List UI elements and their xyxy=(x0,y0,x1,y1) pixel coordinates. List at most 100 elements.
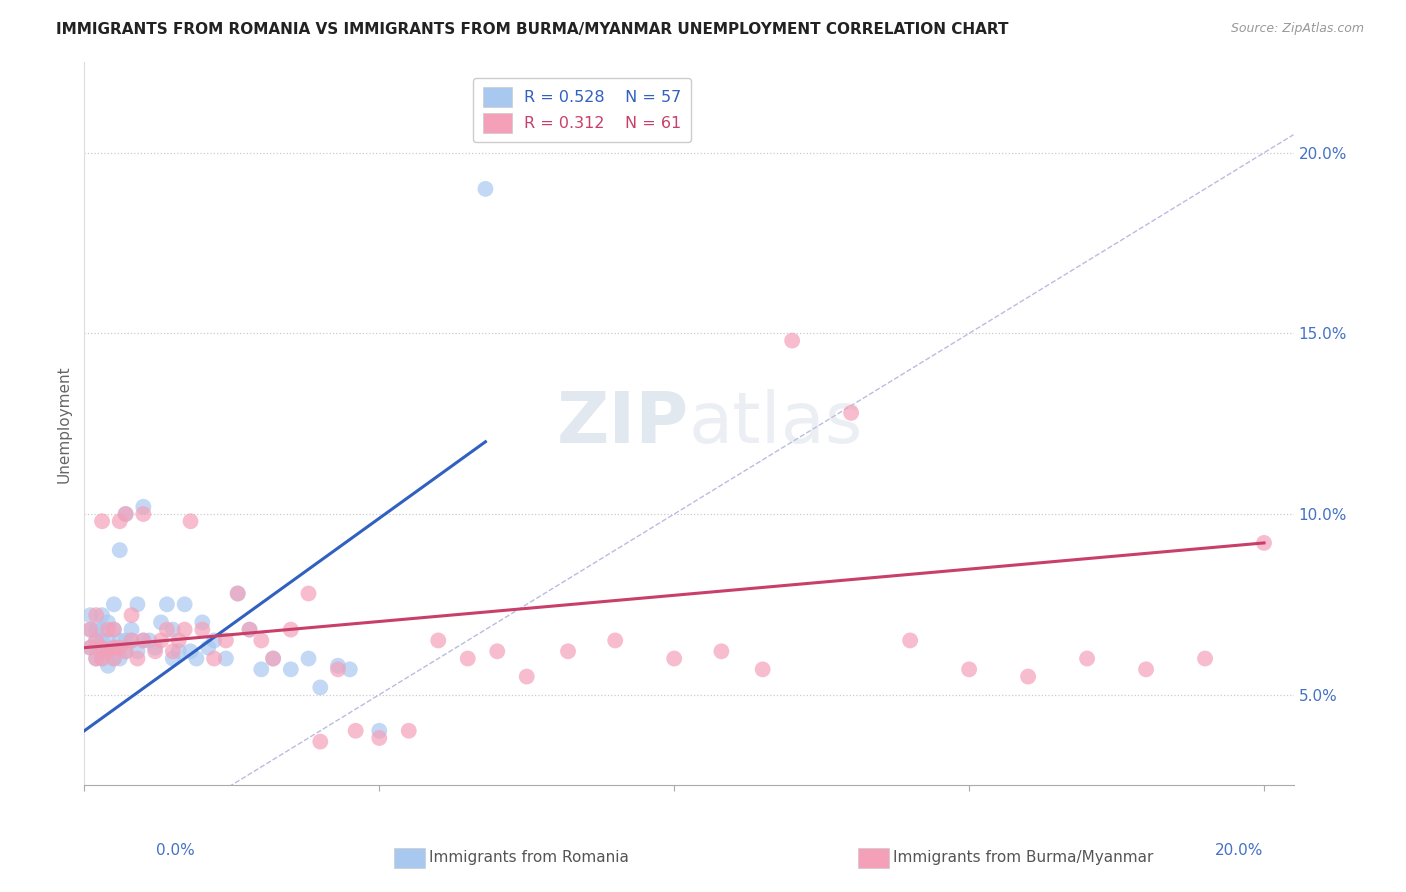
Point xyxy=(1135,662,1157,676)
Point xyxy=(202,633,225,648)
Point xyxy=(84,651,107,665)
Point xyxy=(143,644,166,658)
Point xyxy=(167,644,190,658)
Point xyxy=(114,507,136,521)
Point xyxy=(309,734,332,748)
Point xyxy=(339,662,361,676)
Point xyxy=(84,633,107,648)
Point xyxy=(1253,536,1275,550)
Point xyxy=(79,623,101,637)
Point xyxy=(1194,651,1216,665)
Point xyxy=(427,633,450,648)
Point xyxy=(79,608,101,623)
Point xyxy=(180,514,202,528)
Point xyxy=(474,182,496,196)
Point xyxy=(1076,651,1098,665)
Point xyxy=(957,662,980,676)
Point xyxy=(226,586,249,600)
Text: Source: ZipAtlas.com: Source: ZipAtlas.com xyxy=(1230,22,1364,36)
Text: IMMIGRANTS FROM ROMANIA VS IMMIGRANTS FROM BURMA/MYANMAR UNEMPLOYMENT CORRELATIO: IMMIGRANTS FROM ROMANIA VS IMMIGRANTS FR… xyxy=(56,22,1008,37)
Y-axis label: Unemployment: Unemployment xyxy=(56,365,72,483)
Point xyxy=(97,658,120,673)
Point xyxy=(91,633,114,648)
Point xyxy=(398,723,420,738)
Point xyxy=(664,651,686,665)
Point xyxy=(839,406,862,420)
Point xyxy=(132,500,155,514)
Point xyxy=(197,640,219,655)
Point xyxy=(250,633,273,648)
Point xyxy=(150,615,173,630)
Point xyxy=(215,633,238,648)
Point xyxy=(97,615,120,630)
Point xyxy=(91,640,114,655)
Point xyxy=(79,623,101,637)
Point xyxy=(173,598,195,612)
Point xyxy=(173,623,195,637)
Point xyxy=(121,633,143,648)
Point xyxy=(1017,669,1039,683)
Point xyxy=(84,623,107,637)
Point xyxy=(91,623,114,637)
Point xyxy=(103,640,125,655)
Point xyxy=(114,507,136,521)
Point xyxy=(780,334,803,348)
Text: ZIP: ZIP xyxy=(557,389,689,458)
Point xyxy=(103,623,125,637)
Point xyxy=(103,651,125,665)
Point xyxy=(280,623,302,637)
Point xyxy=(326,662,349,676)
Text: Immigrants from Burma/Myanmar: Immigrants from Burma/Myanmar xyxy=(893,850,1153,864)
Point xyxy=(710,644,733,658)
Point xyxy=(191,623,214,637)
Point xyxy=(344,723,367,738)
Point xyxy=(368,723,391,738)
Point xyxy=(91,514,114,528)
Point xyxy=(108,543,131,558)
Point xyxy=(215,651,238,665)
Point xyxy=(108,651,131,665)
Point xyxy=(103,640,125,655)
Point xyxy=(91,651,114,665)
Point xyxy=(156,598,179,612)
Point xyxy=(238,623,260,637)
Point xyxy=(162,623,184,637)
Text: atlas: atlas xyxy=(689,389,863,458)
Legend: R = 0.528    N = 57, R = 0.312    N = 61: R = 0.528 N = 57, R = 0.312 N = 61 xyxy=(474,78,692,142)
Point xyxy=(103,623,125,637)
Point xyxy=(79,640,101,655)
Point xyxy=(91,640,114,655)
Point xyxy=(250,662,273,676)
Point xyxy=(202,651,225,665)
Point xyxy=(156,623,179,637)
Point xyxy=(121,633,143,648)
Point xyxy=(97,623,120,637)
Point xyxy=(97,633,120,648)
Point xyxy=(297,586,319,600)
Point xyxy=(114,633,136,648)
Point xyxy=(132,507,155,521)
Point xyxy=(84,608,107,623)
Text: 0.0%: 0.0% xyxy=(156,843,195,858)
Point xyxy=(238,623,260,637)
Point xyxy=(132,633,155,648)
Point xyxy=(114,644,136,658)
Point xyxy=(326,658,349,673)
Point xyxy=(79,640,101,655)
Point xyxy=(91,608,114,623)
Point xyxy=(262,651,284,665)
Point xyxy=(84,633,107,648)
Point xyxy=(127,598,149,612)
Point xyxy=(167,633,190,648)
Point xyxy=(108,633,131,648)
Point xyxy=(162,644,184,658)
Point xyxy=(186,651,208,665)
Point xyxy=(127,651,149,665)
Point xyxy=(103,651,125,665)
Point xyxy=(84,640,107,655)
Point xyxy=(132,633,155,648)
Point xyxy=(191,615,214,630)
Point xyxy=(121,623,143,637)
Point xyxy=(557,644,579,658)
Point xyxy=(121,608,143,623)
